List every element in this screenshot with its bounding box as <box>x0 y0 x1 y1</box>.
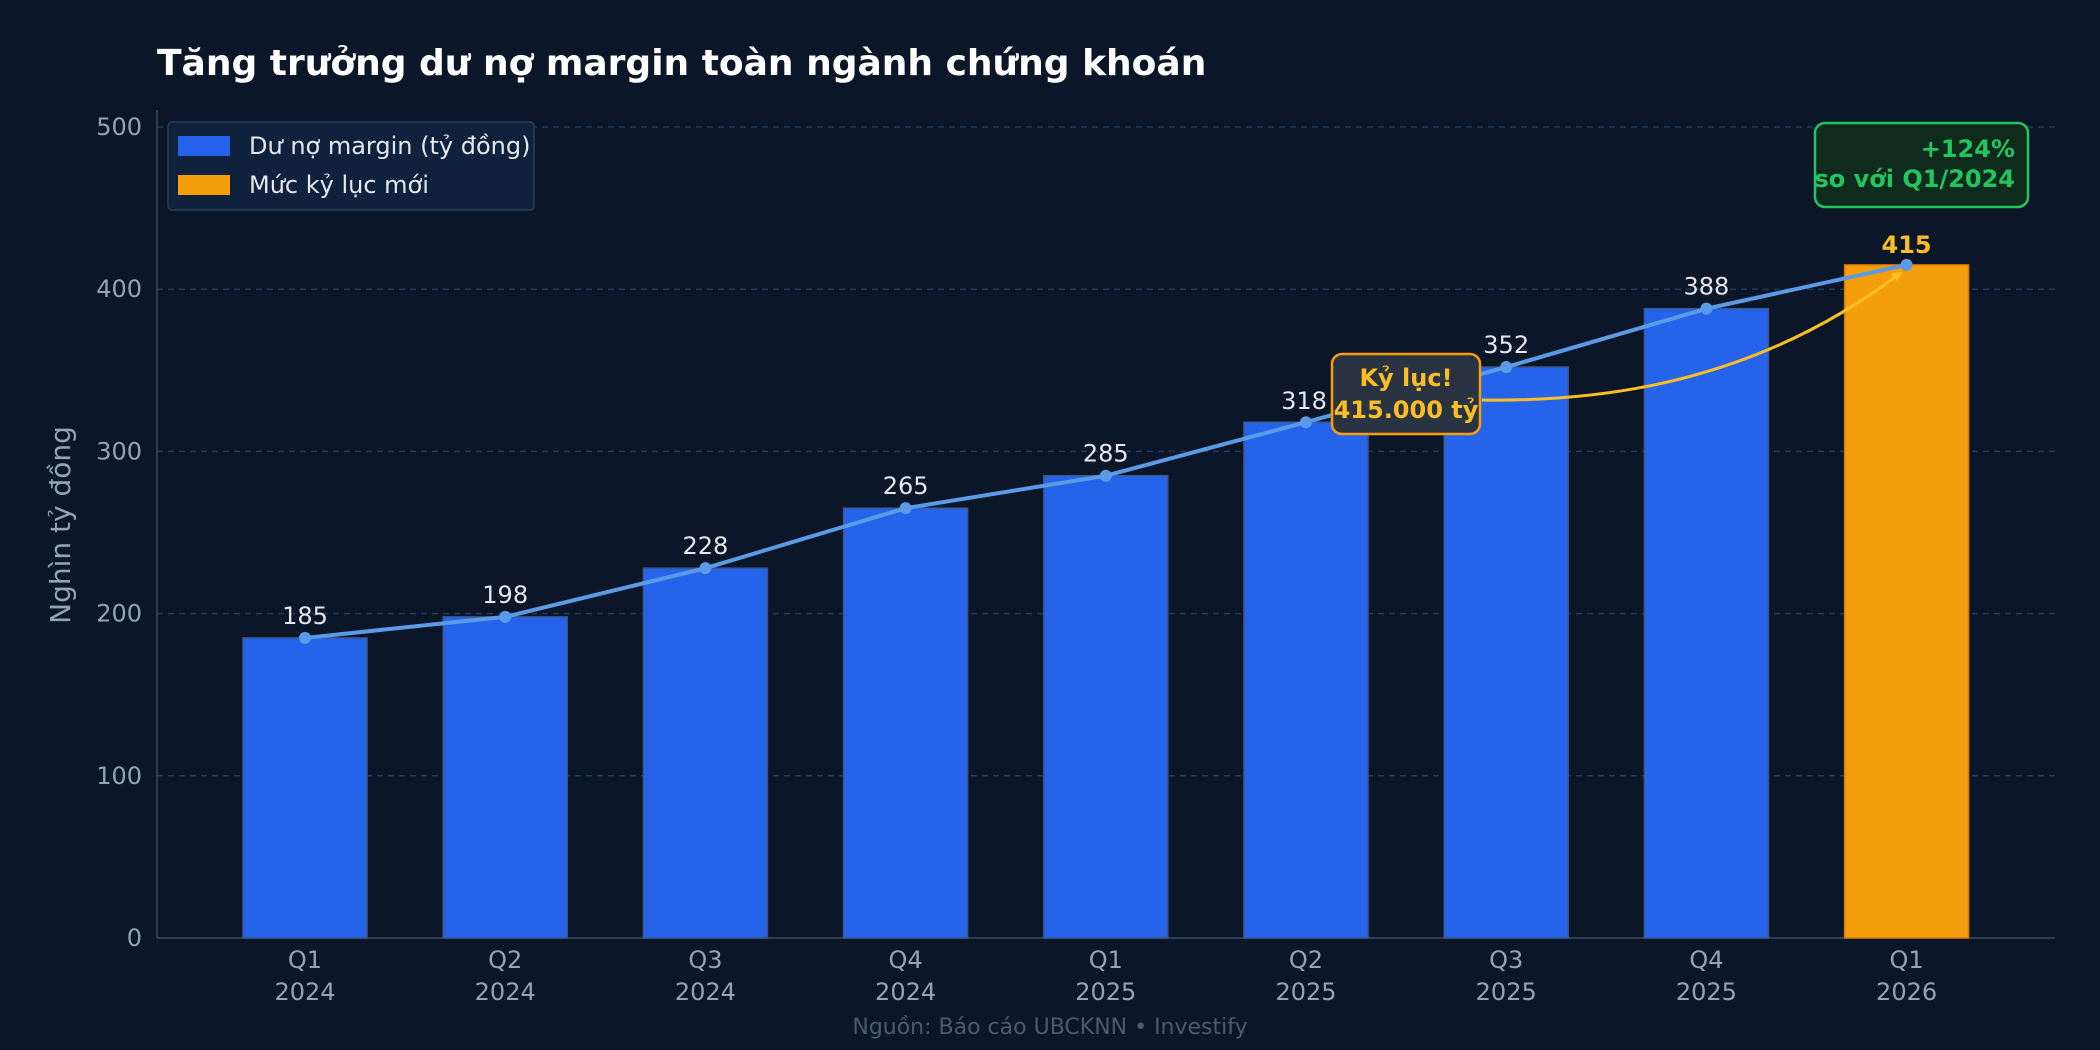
y-tick-300: 300 <box>96 437 142 465</box>
chart-title: Tăng trưởng dư nợ margin toàn ngành chứn… <box>157 43 1206 84</box>
trend-point-Q1-2026 <box>1900 258 1913 271</box>
value-label-Q2-2024: 198 <box>482 581 528 609</box>
trend-point-Q2-2025 <box>1300 416 1312 429</box>
legend-box <box>167 121 535 211</box>
growth-box <box>1813 121 2030 209</box>
value-label-Q1-2026: 415 <box>1882 231 1932 259</box>
x-tick-year-Q3-2025: 2025 <box>1476 978 1537 1006</box>
bar-Q3-2024 <box>642 567 769 939</box>
x-tick-year-Q2-2025: 2025 <box>1275 978 1336 1006</box>
y-tick-0: 0 <box>127 924 142 952</box>
y-axis-label: Nghìn tỷ đồng <box>44 426 77 624</box>
legend-label-margin: Dư nợ margin (tỷ đồng) <box>249 132 530 160</box>
y-tick-500: 500 <box>96 113 142 141</box>
value-label-Q1-2024: 185 <box>282 602 328 630</box>
x-tick-quarter-Q1-2026: Q1 <box>1890 946 1924 974</box>
x-tick-quarter-Q2-2024: Q2 <box>488 946 522 974</box>
trend-point-Q3-2024 <box>699 562 712 575</box>
record-arrow <box>1481 271 1903 402</box>
record-title: Kỷ lục! <box>1359 364 1452 392</box>
x-tick-year-Q1-2026: 2026 <box>1876 978 1937 1006</box>
source-note: Nguồn: Báo cáo UBCKNN • Investify <box>852 1015 1247 1040</box>
value-label-Q1-2025: 285 <box>1083 440 1129 468</box>
trend-point-Q1-2025 <box>1099 469 1112 482</box>
x-tick-year-Q2-2024: 2024 <box>475 978 536 1006</box>
growth-caption: so với Q1/2024 <box>1814 165 2015 193</box>
trend-line <box>299 258 1913 644</box>
y-tick-200: 200 <box>96 600 142 628</box>
growth-percent: +124% <box>1921 135 2015 163</box>
x-tick-quarter-Q3-2025: Q3 <box>1489 946 1523 974</box>
trend-point-Q1-2024 <box>299 631 311 644</box>
legend-label-record: Mức kỷ lục mới <box>249 171 429 199</box>
record-annotation: Kỷ lục! 415.000 tỷ <box>1330 271 1903 436</box>
x-tick-year-Q4-2024: 2024 <box>875 978 936 1006</box>
x-tick-year-Q3-2024: 2024 <box>675 978 736 1006</box>
value-label-Q3-2025: 352 <box>1483 331 1529 359</box>
trend-point-Q4-2025 <box>1700 302 1713 315</box>
value-label-Q4-2024: 265 <box>883 472 929 500</box>
bar-Q1-2026 <box>1843 264 1970 939</box>
value-label-Q2-2025: 318 <box>1281 387 1327 415</box>
record-box <box>1330 352 1482 436</box>
growth-annotation: +124% so với Q1/2024 <box>1813 121 2030 209</box>
bars <box>242 264 1970 939</box>
x-tick-quarter-Q1-2025: Q1 <box>1089 946 1123 974</box>
bar-Q3-2025 <box>1443 366 1569 939</box>
y-tick-400: 400 <box>96 275 142 303</box>
bar-Q1-2024 <box>242 637 368 939</box>
x-tick-year-Q1-2025: 2025 <box>1075 978 1136 1006</box>
bar-Q2-2024 <box>442 616 568 939</box>
trend-point-Q4-2024 <box>899 502 912 515</box>
x-tick-year-Q1-2024: 2024 <box>274 978 335 1006</box>
value-label-Q3-2024: 228 <box>682 532 728 560</box>
record-value: 415.000 tỷ <box>1334 396 1479 424</box>
y-tick-100: 100 <box>96 762 142 790</box>
bar-Q2-2025 <box>1243 421 1369 939</box>
x-tick-quarter-Q3-2024: Q3 <box>688 946 722 974</box>
x-tick-quarter-Q2-2025: Q2 <box>1289 946 1323 974</box>
legend-swatch-record <box>178 175 230 195</box>
x-tick-quarter-Q4-2025: Q4 <box>1689 946 1723 974</box>
value-labels: 185 198 228 265 285 318 352 388 415 <box>282 231 1932 630</box>
x-tick-quarter-Q1-2024: Q1 <box>288 946 322 974</box>
bar-Q4-2025 <box>1643 307 1770 939</box>
x-axis: Q1 2024 Q2 2024 Q3 2024 Q4 2024 Q1 2025 Q2 2025 Q3 20… <box>274 946 1937 1006</box>
trend-point-Q2-2024 <box>499 610 512 623</box>
value-label-Q4-2025: 388 <box>1683 273 1729 301</box>
bar-Q1-2025 <box>1043 474 1169 939</box>
x-tick-year-Q4-2025: 2025 <box>1676 978 1737 1006</box>
bar-Q4-2024 <box>842 507 969 939</box>
legend-swatch-margin <box>178 136 230 156</box>
legend: Dư nợ margin (tỷ đồng) Mức kỷ lục mới <box>167 121 535 211</box>
x-tick-quarter-Q4-2024: Q4 <box>889 946 923 974</box>
trend-point-Q3-2025 <box>1500 361 1513 374</box>
